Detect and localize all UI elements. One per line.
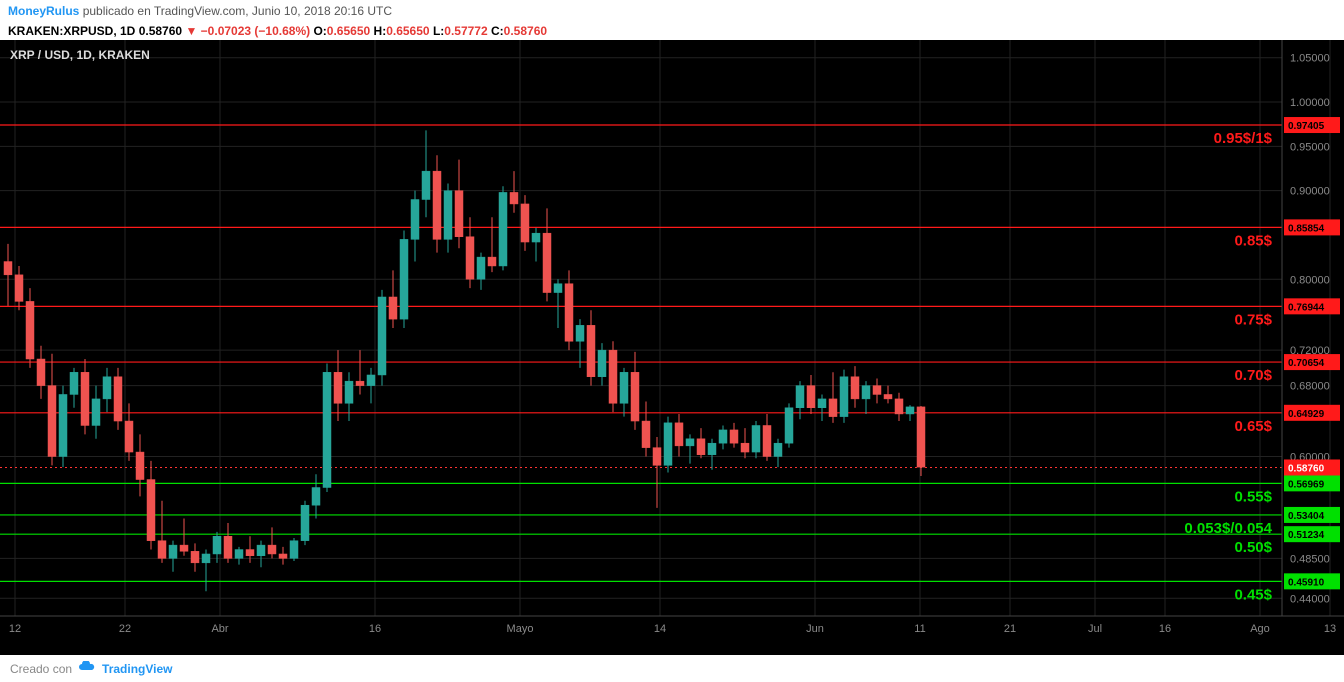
- svg-text:0.50$: 0.50$: [1234, 539, 1272, 556]
- footer: Creado con TradingView: [0, 655, 1344, 682]
- svg-text:14: 14: [654, 623, 666, 635]
- svg-text:13: 13: [1324, 623, 1336, 635]
- ohlc-high: 0.65650: [386, 24, 429, 38]
- svg-text:0.48500: 0.48500: [1290, 553, 1330, 565]
- chart-area[interactable]: XRP / USD, 1D, KRAKEN 0.440000.485000.60…: [0, 40, 1344, 655]
- footer-text: Creado con: [10, 662, 72, 676]
- svg-text:0.75$: 0.75$: [1234, 311, 1272, 328]
- svg-text:0.56969: 0.56969: [1288, 479, 1325, 490]
- candlestick-chart[interactable]: 0.440000.485000.600000.680000.720000.800…: [0, 40, 1344, 655]
- ohlc-open: 0.65650: [327, 24, 370, 38]
- svg-text:0.51234: 0.51234: [1288, 530, 1325, 541]
- svg-text:Jul: Jul: [1088, 623, 1102, 635]
- author-name: MoneyRulus: [8, 4, 79, 18]
- svg-text:16: 16: [1159, 623, 1171, 635]
- svg-text:0.76944: 0.76944: [1288, 302, 1325, 313]
- svg-text:Abr: Abr: [211, 623, 228, 635]
- change-abs: −0.07023: [201, 24, 251, 38]
- svg-text:1.00000: 1.00000: [1290, 97, 1330, 109]
- svg-text:0.70654: 0.70654: [1288, 358, 1325, 369]
- svg-text:0.45910: 0.45910: [1288, 577, 1325, 588]
- svg-text:0.70$: 0.70$: [1234, 367, 1272, 384]
- svg-text:0.65$: 0.65$: [1234, 418, 1272, 435]
- svg-text:12: 12: [9, 623, 21, 635]
- ohlc-close: 0.58760: [504, 24, 547, 38]
- svg-text:0.64929: 0.64929: [1288, 409, 1325, 420]
- symbol: KRAKEN:XRPUSD, 1D: [8, 24, 135, 38]
- svg-text:0.53404: 0.53404: [1288, 511, 1325, 522]
- down-arrow-icon: ▼: [185, 24, 197, 38]
- svg-text:0.80000: 0.80000: [1290, 274, 1330, 286]
- change-pct: (−10.68%): [254, 24, 310, 38]
- svg-text:22: 22: [119, 623, 131, 635]
- svg-text:Jun: Jun: [806, 623, 824, 635]
- svg-text:21: 21: [1004, 623, 1016, 635]
- svg-text:11: 11: [914, 623, 925, 635]
- svg-text:0.97405: 0.97405: [1288, 121, 1325, 132]
- svg-text:0.85854: 0.85854: [1288, 223, 1325, 234]
- svg-text:Mayo: Mayo: [507, 623, 534, 635]
- svg-text:16: 16: [369, 623, 381, 635]
- publish-meta: publicado en TradingView.com, Junio 10, …: [83, 4, 392, 18]
- svg-text:0.45$: 0.45$: [1234, 586, 1272, 603]
- svg-text:1.05000: 1.05000: [1290, 53, 1330, 65]
- ohlc-low: 0.57772: [444, 24, 487, 38]
- last-price: 0.58760: [139, 24, 182, 38]
- svg-text:0.58760: 0.58760: [1288, 463, 1325, 474]
- svg-text:0.90000: 0.90000: [1290, 186, 1330, 198]
- svg-text:0.68000: 0.68000: [1290, 381, 1330, 393]
- publish-header: MoneyRulus publicado en TradingView.com,…: [0, 0, 1344, 22]
- svg-text:0.55$: 0.55$: [1234, 488, 1272, 505]
- svg-text:0.95000: 0.95000: [1290, 141, 1330, 153]
- tradingview-icon: [78, 661, 96, 676]
- svg-text:0.85$: 0.85$: [1234, 232, 1272, 249]
- footer-brand: TradingView: [102, 662, 172, 676]
- svg-text:0.44000: 0.44000: [1290, 593, 1330, 605]
- svg-text:Ago: Ago: [1250, 623, 1270, 635]
- chart-title: XRP / USD, 1D, KRAKEN: [10, 48, 150, 62]
- ohlc-bar: KRAKEN:XRPUSD, 1D 0.58760 ▼ −0.07023 (−1…: [0, 22, 1344, 40]
- svg-text:0.95$/1$: 0.95$/1$: [1214, 130, 1273, 147]
